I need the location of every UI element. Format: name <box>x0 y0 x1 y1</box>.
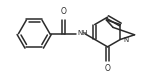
Text: NH: NH <box>77 30 87 36</box>
Text: O: O <box>105 64 111 73</box>
Text: O: O <box>61 7 67 16</box>
Text: N: N <box>123 37 128 43</box>
